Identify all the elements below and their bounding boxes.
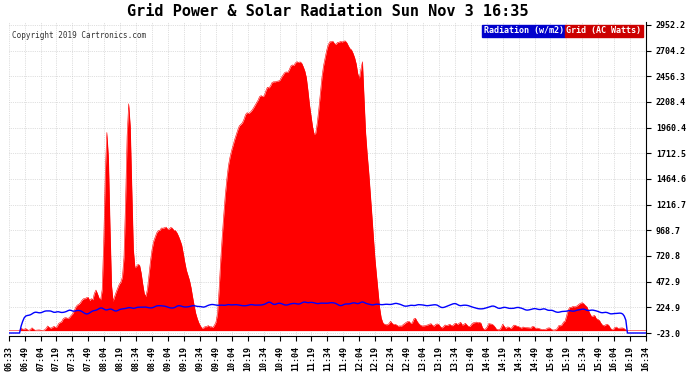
Text: Grid (AC Watts): Grid (AC Watts) xyxy=(566,27,642,36)
Title: Grid Power & Solar Radiation Sun Nov 3 16:35: Grid Power & Solar Radiation Sun Nov 3 1… xyxy=(127,4,528,19)
Text: Copyright 2019 Cartronics.com: Copyright 2019 Cartronics.com xyxy=(12,31,146,40)
Text: Radiation (w/m2): Radiation (w/m2) xyxy=(484,27,564,36)
